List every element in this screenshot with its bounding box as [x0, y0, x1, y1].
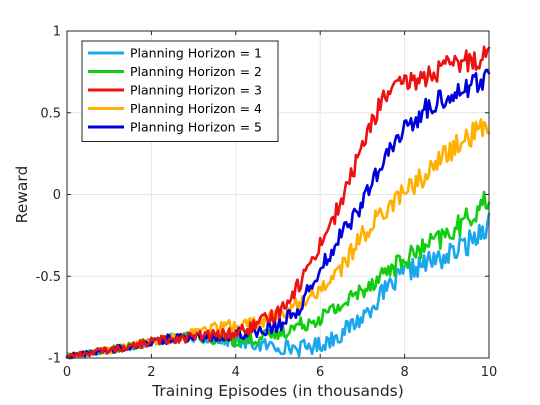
y-tick-label: 0	[53, 188, 61, 203]
series-line-horizon-5	[65, 68, 491, 360]
x-tick-label: 10	[481, 365, 498, 380]
series-line-horizon-3	[65, 45, 491, 360]
ticks	[66, 30, 490, 359]
x-tick-label: 8	[400, 365, 408, 380]
y-axis-label: Reward	[13, 166, 31, 224]
y-tick-label: 1	[53, 25, 61, 40]
legend-entry-label: Planning Horizon = 4	[130, 101, 262, 116]
legend-entry-label: Planning Horizon = 5	[130, 120, 262, 135]
legend-entry-label: Planning Horizon = 3	[130, 83, 262, 98]
legend-entry-label: Planning Horizon = 1	[130, 46, 262, 61]
x-tick-label: 4	[232, 365, 240, 380]
y-tick-label: -1	[48, 352, 61, 367]
tick-labels: 0 2 4 6 8 10 -1 -0.5 0 0.5 1	[36, 25, 498, 381]
y-tick-label: 0.5	[40, 106, 61, 121]
x-tick-label: 2	[147, 365, 155, 380]
x-tick-label: 6	[316, 365, 324, 380]
y-tick-label: -0.5	[36, 270, 61, 285]
x-tick-label: 0	[63, 365, 71, 380]
legend: Planning Horizon = 1 Planning Horizon = 2…	[81, 40, 279, 142]
series-lines	[65, 45, 491, 360]
x-axis-label: Training Episodes (in thousands)	[151, 382, 404, 400]
legend-entry-label: Planning Horizon = 2	[130, 64, 262, 79]
